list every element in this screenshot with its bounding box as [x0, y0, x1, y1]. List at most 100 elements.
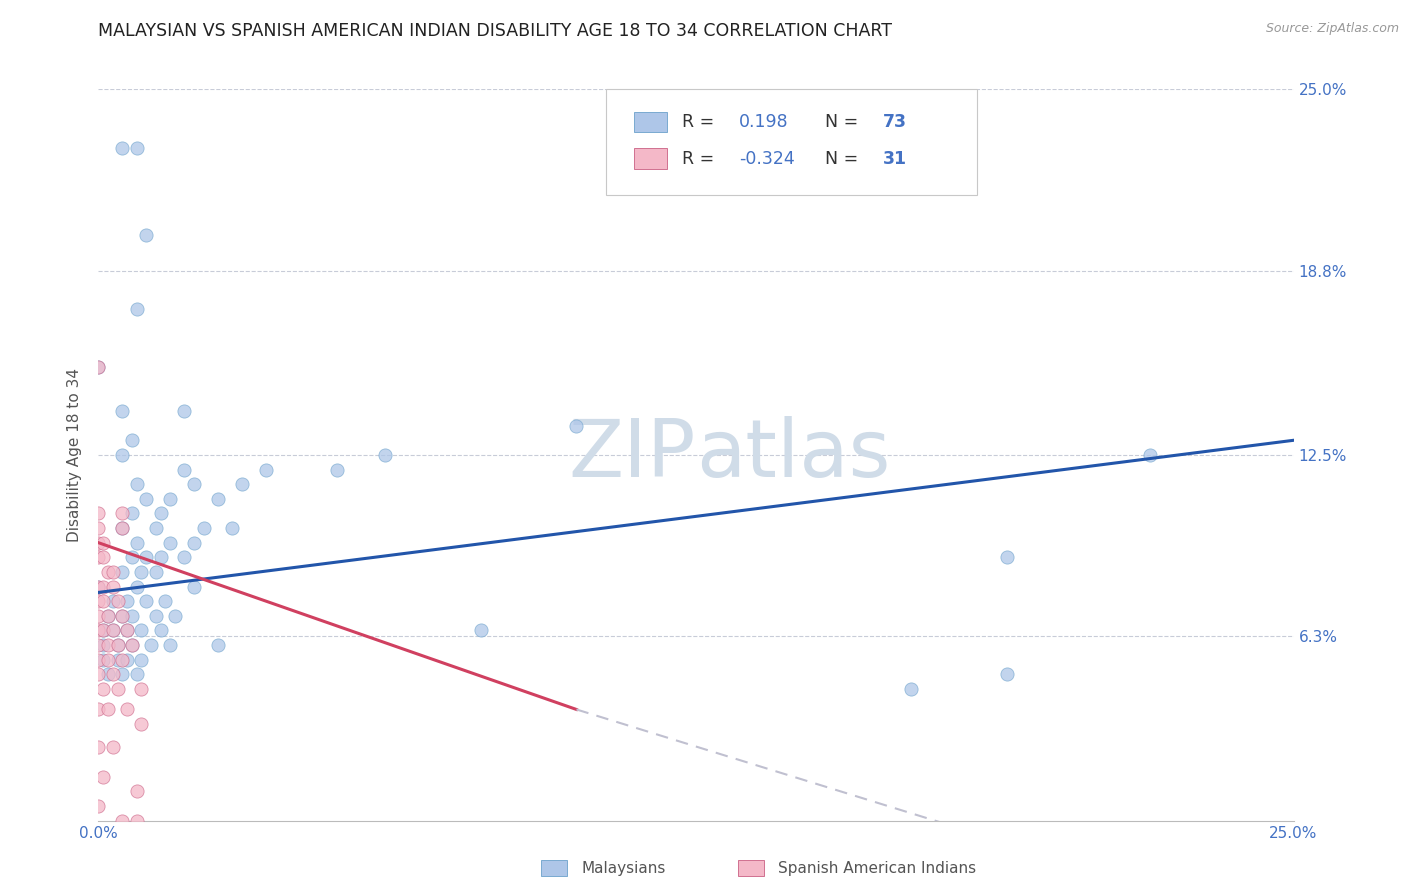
Point [159, 638, 181, 652]
Text: 0.198: 0.198 [740, 113, 789, 131]
Point [183, 477, 205, 491]
Point [97, 565, 120, 579]
Point [121, 434, 143, 448]
Point [131, 565, 153, 579]
FancyBboxPatch shape [634, 112, 668, 132]
Point [207, 491, 229, 506]
Point [87, 624, 110, 638]
Point [1139, 448, 1161, 462]
Text: atlas: atlas [696, 416, 890, 494]
Point [111, 667, 134, 681]
Point [111, 448, 134, 462]
Point [173, 462, 195, 476]
Point [900, 681, 922, 696]
Point [145, 608, 167, 623]
Point [87, 653, 110, 667]
Point [159, 535, 181, 549]
FancyBboxPatch shape [606, 89, 977, 195]
Point [111, 521, 134, 535]
FancyBboxPatch shape [540, 860, 567, 876]
Point [97, 638, 120, 652]
Point [111, 565, 134, 579]
Text: 31: 31 [883, 150, 907, 168]
Point [121, 507, 143, 521]
Point [111, 814, 134, 828]
Point [91, 653, 114, 667]
Point [107, 638, 129, 652]
Y-axis label: Disability Age 18 to 34: Disability Age 18 to 34 [67, 368, 83, 542]
Point [125, 580, 148, 594]
Point [97, 702, 120, 716]
Point [145, 565, 167, 579]
Point [121, 608, 143, 623]
Point [91, 770, 114, 784]
Text: R =: R = [682, 113, 720, 131]
Point [470, 624, 492, 638]
Point [115, 653, 138, 667]
Point [87, 360, 110, 375]
Point [111, 507, 134, 521]
Point [101, 740, 124, 755]
Point [87, 550, 110, 565]
Point [131, 653, 153, 667]
Point [326, 462, 349, 476]
Point [97, 667, 120, 681]
Point [135, 228, 157, 243]
Text: Malaysians: Malaysians [581, 861, 665, 876]
Point [135, 594, 157, 608]
Point [111, 404, 134, 418]
Point [183, 580, 205, 594]
Point [91, 550, 114, 565]
Point [139, 638, 162, 652]
Text: Spanish American Indians: Spanish American Indians [779, 861, 977, 876]
Point [173, 550, 195, 565]
Point [91, 594, 114, 608]
FancyBboxPatch shape [738, 860, 763, 876]
Point [155, 594, 177, 608]
Point [183, 535, 205, 549]
Point [91, 681, 114, 696]
Point [107, 594, 129, 608]
Text: N =: N = [825, 150, 863, 168]
Point [97, 653, 120, 667]
Point [374, 448, 396, 462]
Point [91, 580, 114, 594]
Point [995, 550, 1018, 565]
Text: 73: 73 [883, 113, 907, 131]
Point [121, 638, 143, 652]
Point [87, 702, 110, 716]
Point [125, 141, 148, 155]
Point [131, 681, 153, 696]
Point [111, 608, 134, 623]
Point [87, 507, 110, 521]
Point [145, 521, 167, 535]
Point [125, 784, 148, 798]
Point [135, 491, 157, 506]
Point [91, 624, 114, 638]
Point [115, 594, 138, 608]
Point [107, 681, 129, 696]
Point [131, 717, 153, 731]
FancyBboxPatch shape [634, 148, 668, 169]
Point [91, 624, 114, 638]
Point [107, 638, 129, 652]
Point [101, 580, 124, 594]
Point [995, 667, 1018, 681]
Point [159, 491, 181, 506]
Text: R =: R = [682, 150, 720, 168]
Point [107, 653, 129, 667]
Point [97, 608, 120, 623]
Point [565, 418, 588, 433]
Text: Source: ZipAtlas.com: Source: ZipAtlas.com [1265, 22, 1399, 36]
Point [207, 638, 229, 652]
Point [221, 521, 243, 535]
Point [91, 638, 114, 652]
Point [87, 667, 110, 681]
Point [149, 624, 172, 638]
Point [125, 814, 148, 828]
Point [97, 608, 120, 623]
Point [111, 608, 134, 623]
Point [125, 477, 148, 491]
Point [121, 550, 143, 565]
Point [87, 521, 110, 535]
